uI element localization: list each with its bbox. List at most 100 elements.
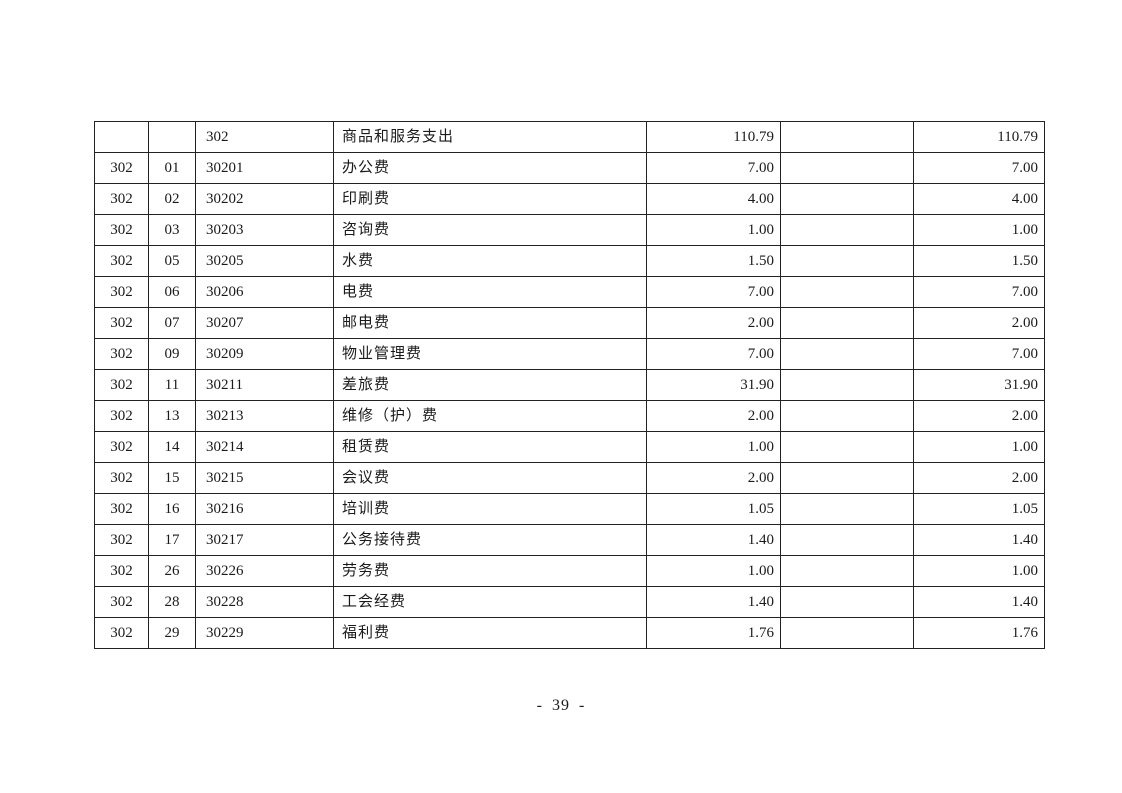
table-row: 302 09 30209 物业管理费 7.00 7.00 [94, 338, 1045, 370]
cell-amount-middle [780, 617, 914, 649]
table-row: 302 29 30229 福利费 1.76 1.76 [94, 617, 1045, 649]
table-row: 302 16 30216 培训费 1.05 1.05 [94, 493, 1045, 525]
cell-economic-code: 30228 [195, 586, 334, 618]
cell-sub-code: 28 [148, 586, 196, 618]
cell-category-code: 302 [94, 338, 149, 370]
cell-sub-code: 06 [148, 276, 196, 308]
cell-amount-general-budget: 7.00 [646, 152, 781, 184]
table-row: 302 05 30205 水费 1.50 1.50 [94, 245, 1045, 277]
cell-subject-name: 物业管理费 [333, 338, 647, 370]
cell-subject-name: 差旅费 [333, 369, 647, 401]
cell-category-code: 302 [94, 431, 149, 463]
cell-sub-code: 15 [148, 462, 196, 494]
cell-economic-code: 30229 [195, 617, 334, 649]
cell-amount-total: 1.40 [913, 524, 1045, 556]
cell-amount-total: 7.00 [913, 276, 1045, 308]
cell-amount-middle [780, 431, 914, 463]
cell-category-code: 302 [94, 276, 149, 308]
cell-amount-middle [780, 493, 914, 525]
cell-economic-code: 30201 [195, 152, 334, 184]
cell-subject-name: 福利费 [333, 617, 647, 649]
cell-sub-code [148, 121, 196, 153]
cell-economic-code: 30207 [195, 307, 334, 339]
cell-amount-total: 1.05 [913, 493, 1045, 525]
cell-amount-general-budget: 4.00 [646, 183, 781, 215]
cell-subject-name: 水费 [333, 245, 647, 277]
cell-category-code: 302 [94, 214, 149, 246]
cell-amount-general-budget: 7.00 [646, 276, 781, 308]
cell-economic-code: 30216 [195, 493, 334, 525]
cell-category-code: 302 [94, 524, 149, 556]
cell-sub-code: 14 [148, 431, 196, 463]
cell-economic-code: 30217 [195, 524, 334, 556]
cell-economic-code: 30215 [195, 462, 334, 494]
cell-amount-general-budget: 1.00 [646, 555, 781, 587]
cell-sub-code: 02 [148, 183, 196, 215]
cell-sub-code: 26 [148, 555, 196, 587]
cell-subject-name: 公务接待费 [333, 524, 647, 556]
cell-amount-total: 2.00 [913, 462, 1045, 494]
cell-amount-total: 7.00 [913, 338, 1045, 370]
cell-amount-total: 2.00 [913, 307, 1045, 339]
cell-subject-name: 办公费 [333, 152, 647, 184]
cell-amount-middle [780, 555, 914, 587]
cell-category-code: 302 [94, 617, 149, 649]
cell-economic-code: 30206 [195, 276, 334, 308]
table-row: 302 11 30211 差旅费 31.90 31.90 [94, 369, 1045, 401]
cell-amount-middle [780, 369, 914, 401]
cell-subject-name: 会议费 [333, 462, 647, 494]
cell-amount-middle [780, 152, 914, 184]
cell-subject-name: 劳务费 [333, 555, 647, 587]
cell-amount-middle [780, 524, 914, 556]
cell-subject-name: 邮电费 [333, 307, 647, 339]
cell-sub-code: 16 [148, 493, 196, 525]
cell-amount-total: 1.40 [913, 586, 1045, 618]
table-row: 302 01 30201 办公费 7.00 7.00 [94, 152, 1045, 184]
cell-amount-general-budget: 1.05 [646, 493, 781, 525]
cell-amount-general-budget: 1.40 [646, 586, 781, 618]
table-row: 302 28 30228 工会经费 1.40 1.40 [94, 586, 1045, 618]
cell-amount-general-budget: 1.50 [646, 245, 781, 277]
cell-subject-name: 电费 [333, 276, 647, 308]
cell-amount-total: 7.00 [913, 152, 1045, 184]
budget-table-body: 302 商品和服务支出 110.79 110.79 302 01 30201 办公费 7.00 7… [94, 121, 1045, 649]
cell-sub-code: 09 [148, 338, 196, 370]
cell-economic-code: 302 [195, 121, 334, 153]
table-row: 302 07 30207 邮电费 2.00 2.00 [94, 307, 1045, 339]
cell-sub-code: 29 [148, 617, 196, 649]
cell-amount-middle [780, 400, 914, 432]
table-row: 302 14 30214 租赁费 1.00 1.00 [94, 431, 1045, 463]
cell-sub-code: 07 [148, 307, 196, 339]
table-row: 302 17 30217 公务接待费 1.40 1.40 [94, 524, 1045, 556]
cell-economic-code: 30214 [195, 431, 334, 463]
cell-sub-code: 03 [148, 214, 196, 246]
cell-amount-total: 31.90 [913, 369, 1045, 401]
cell-amount-total: 4.00 [913, 183, 1045, 215]
table-row: 302 商品和服务支出 110.79 110.79 [94, 121, 1045, 153]
cell-sub-code: 05 [148, 245, 196, 277]
cell-amount-general-budget: 2.00 [646, 462, 781, 494]
cell-amount-general-budget: 2.00 [646, 307, 781, 339]
cell-amount-total: 2.00 [913, 400, 1045, 432]
cell-economic-code: 30203 [195, 214, 334, 246]
cell-amount-total: 1.50 [913, 245, 1045, 277]
table-row: 302 15 30215 会议费 2.00 2.00 [94, 462, 1045, 494]
cell-amount-general-budget: 110.79 [646, 121, 781, 153]
cell-amount-general-budget: 7.00 [646, 338, 781, 370]
cell-amount-middle [780, 307, 914, 339]
cell-amount-middle [780, 214, 914, 246]
cell-economic-code: 30226 [195, 555, 334, 587]
cell-sub-code: 13 [148, 400, 196, 432]
cell-economic-code: 30205 [195, 245, 334, 277]
cell-subject-name: 工会经费 [333, 586, 647, 618]
cell-amount-middle [780, 586, 914, 618]
cell-amount-total: 110.79 [913, 121, 1045, 153]
cell-economic-code: 30211 [195, 369, 334, 401]
cell-amount-total: 1.00 [913, 431, 1045, 463]
cell-category-code: 302 [94, 245, 149, 277]
cell-amount-general-budget: 31.90 [646, 369, 781, 401]
cell-amount-total: 1.76 [913, 617, 1045, 649]
cell-amount-general-budget: 1.00 [646, 214, 781, 246]
cell-subject-name: 商品和服务支出 [333, 121, 647, 153]
cell-amount-general-budget: 1.40 [646, 524, 781, 556]
